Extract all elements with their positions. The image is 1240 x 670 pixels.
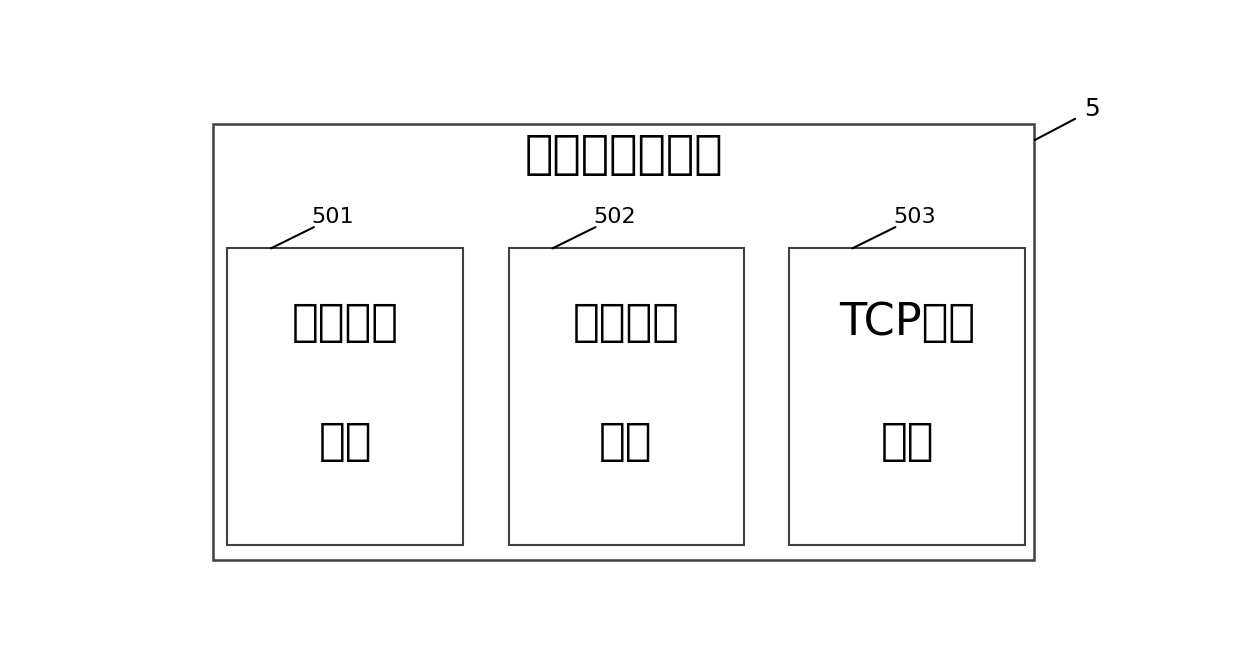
Text: 模块: 模块 bbox=[319, 420, 372, 463]
Text: 501: 501 bbox=[311, 207, 355, 227]
Text: 502: 502 bbox=[593, 207, 636, 227]
Bar bbox=[508, 248, 744, 545]
Text: 界面操作: 界面操作 bbox=[291, 302, 399, 344]
Bar bbox=[789, 248, 1024, 545]
Text: 模块: 模块 bbox=[599, 420, 652, 463]
Text: TCP通信: TCP通信 bbox=[839, 302, 976, 344]
Text: 5: 5 bbox=[1084, 96, 1100, 121]
Bar bbox=[213, 124, 1034, 560]
Text: 503: 503 bbox=[893, 207, 935, 227]
Text: 模块: 模块 bbox=[880, 420, 934, 463]
Text: 触屏显示一体机: 触屏显示一体机 bbox=[525, 133, 723, 178]
Text: 缺陷生成: 缺陷生成 bbox=[573, 302, 680, 344]
Bar bbox=[227, 248, 463, 545]
